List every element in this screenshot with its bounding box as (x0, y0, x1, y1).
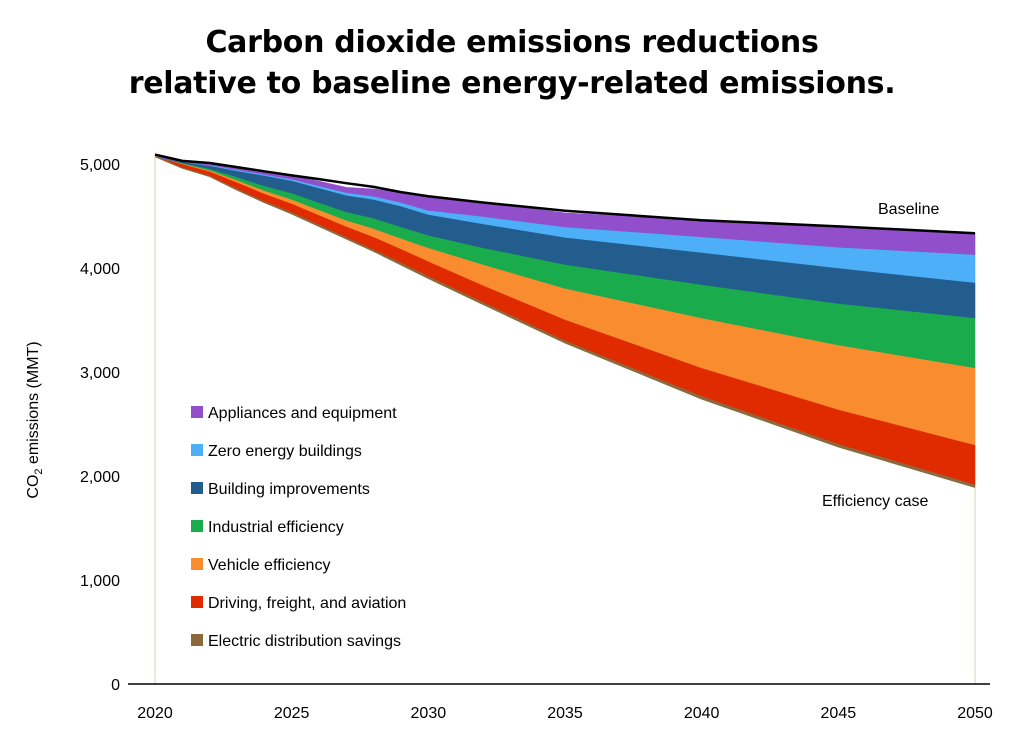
series-lines: Baseline Efficiency case (154, 153, 976, 684)
baseline-line (154, 153, 976, 235)
legend-swatch (191, 444, 203, 456)
y-tick-label: 0 (111, 677, 120, 694)
legend-item: Industrial efficiency (191, 519, 344, 536)
chart-title-line-2: relative to baseline energy-related emis… (128, 66, 896, 101)
legend-label: Appliances and equipment (208, 405, 397, 422)
efficiency-case-label: Efficiency case (822, 493, 929, 510)
x-tick-label: 2030 (411, 705, 447, 722)
legend-item: Building improvements (191, 481, 370, 498)
legend-label: Building improvements (208, 481, 370, 498)
x-tick-label: 2025 (274, 705, 310, 722)
x-tick-label: 2045 (821, 705, 857, 722)
x-tick-label: 2050 (957, 705, 993, 722)
legend: Appliances and equipment Zero energy buil… (191, 405, 406, 650)
legend-swatch (191, 634, 203, 646)
y-axis-label: CO2 emissions (MMT) (25, 341, 45, 498)
baseline-label: Baseline (878, 201, 939, 218)
x-tick-label: 2040 (684, 705, 720, 722)
legend-item: Electric distribution savings (191, 633, 401, 650)
efficiency-case-line (154, 156, 976, 488)
legend-item: Vehicle efficiency (191, 557, 330, 574)
legend-label: Driving, freight, and aviation (208, 595, 406, 612)
chart-title-line-1: Carbon dioxide emissions reductions (205, 25, 819, 60)
legend-label: Zero energy buildings (208, 443, 362, 460)
x-tick-label: 2035 (547, 705, 583, 722)
y-axis-label-post: emissions (MMT) (25, 341, 42, 468)
y-tick-label: 4,000 (80, 261, 120, 278)
axes: 0 1,000 2,000 3,000 4,000 5,000 2020 2025 2030 20… (80, 157, 993, 722)
y-tick-label: 3,000 (80, 365, 120, 382)
y-axis-label-sub: 2 (33, 468, 45, 474)
y-tick-label: 1,000 (80, 573, 120, 590)
stacked-areas (154, 156, 976, 488)
y-axis-label-pre: CO (25, 475, 42, 499)
legend-label: Industrial efficiency (208, 519, 344, 536)
legend-swatch (191, 596, 203, 608)
legend-label: Electric distribution savings (208, 633, 401, 650)
legend-swatch (191, 520, 203, 532)
y-tick-label: 2,000 (80, 469, 120, 486)
y-tick-label: 5,000 (80, 157, 120, 174)
legend-swatch (191, 482, 203, 494)
legend-label: Vehicle efficiency (208, 557, 330, 574)
chart-title: Carbon dioxide emissions reductions rela… (0, 22, 1024, 104)
legend-swatch (191, 406, 203, 418)
legend-item: Appliances and equipment (191, 405, 397, 422)
legend-swatch (191, 558, 203, 570)
x-tick-label: 2020 (137, 705, 173, 722)
legend-item: Zero energy buildings (191, 443, 362, 460)
legend-item: Driving, freight, and aviation (191, 595, 406, 612)
